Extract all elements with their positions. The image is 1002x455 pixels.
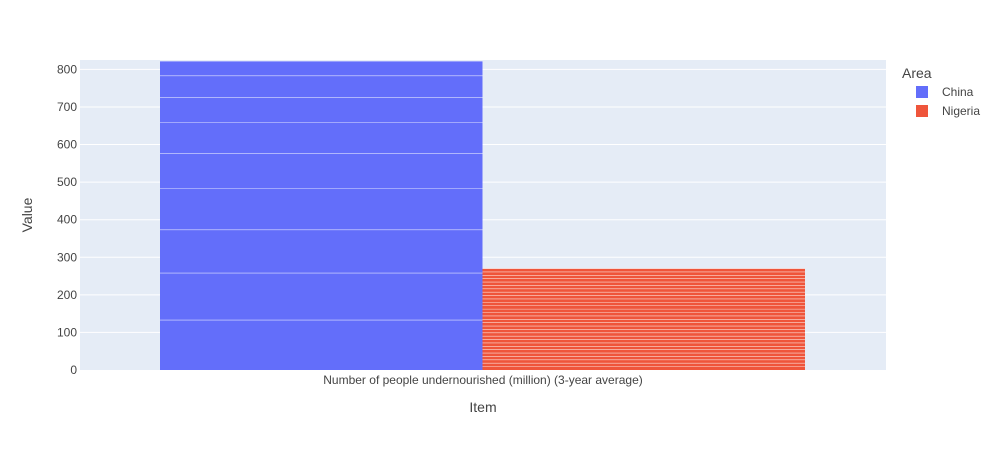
- y-axis-title: Value: [19, 197, 35, 232]
- x-axis-title: Item: [469, 399, 496, 415]
- bars: [160, 60, 805, 371]
- legend-swatch: [916, 105, 928, 117]
- legend-title: Area: [902, 65, 932, 81]
- y-tick-label: 100: [57, 325, 77, 339]
- y-tick-label: 0: [70, 363, 77, 377]
- y-tick-label: 200: [57, 288, 77, 302]
- y-tick-labels: 0 100 200 300 400 500 600 700 800: [57, 62, 77, 377]
- legend-item-nigeria[interactable]: Nigeria: [916, 104, 980, 118]
- y-tick-label: 300: [57, 250, 77, 264]
- y-tick-label: 500: [57, 175, 77, 189]
- bar-nigeria: [482, 268, 805, 370]
- legend-items: China Nigeria: [916, 85, 980, 118]
- y-tick-label: 700: [57, 100, 77, 114]
- bar-segment: [160, 61, 483, 371]
- x-tick-label: Number of people undernourished (million…: [323, 373, 643, 387]
- y-tick-label: 400: [57, 213, 77, 227]
- legend-item-china[interactable]: China: [916, 85, 974, 99]
- legend: Area China Nigeria: [902, 65, 980, 118]
- legend-label: Nigeria: [942, 104, 980, 118]
- y-tick-label: 600: [57, 138, 77, 152]
- bar-china: [160, 60, 483, 371]
- y-tick-label: 800: [57, 62, 77, 76]
- legend-label: China: [942, 85, 974, 99]
- legend-swatch: [916, 86, 928, 98]
